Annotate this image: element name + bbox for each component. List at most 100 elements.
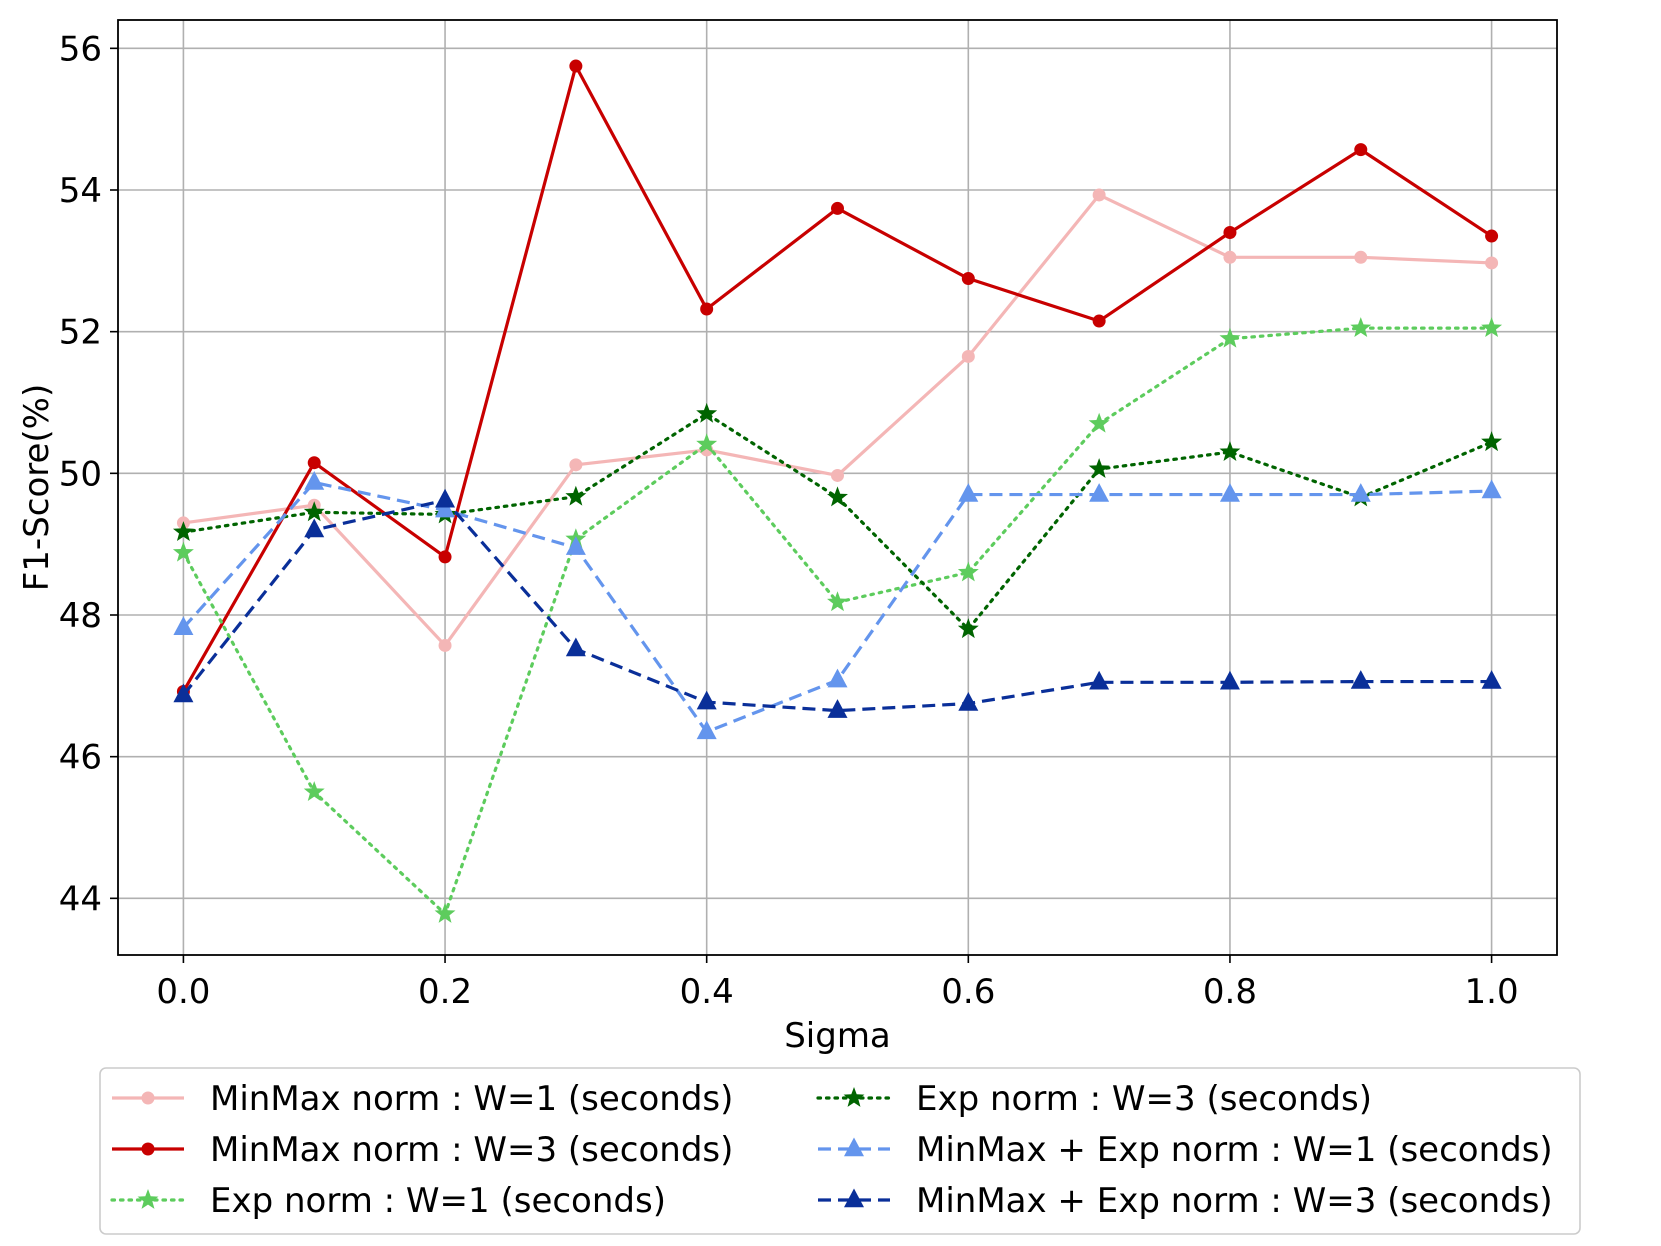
data-point [304,518,325,538]
series-line [182,480,1492,734]
legend-label: MinMax + Exp norm : W=3 (seconds) [916,1181,1553,1221]
data-point [172,521,194,542]
y-tick-label: 48 [59,596,102,636]
y-tick-label: 54 [59,171,102,211]
data-point [565,637,586,657]
legend-marker [844,1137,864,1157]
data-point [434,902,456,923]
legend-entry: Exp norm : W=3 (seconds) [816,1079,1372,1119]
data-point [696,433,718,454]
series-3 [172,317,1503,923]
data-point [1481,479,1502,499]
data-point [565,536,586,555]
series-1 [176,188,1499,652]
data-point [565,485,587,506]
data-point [438,550,452,564]
data-point [303,781,325,801]
legend-entry: MinMax norm : W=3 (seconds) [112,1130,733,1170]
legend-box [99,1067,1581,1235]
legend-entry: MinMax norm : W=1 (seconds) [112,1079,733,1119]
data-point [1354,250,1368,264]
legend-marker [137,1189,159,1209]
data-point [961,272,975,286]
legend-label: Exp norm : W=1 (seconds) [210,1181,666,1221]
data-point [304,471,325,490]
data-point [1485,256,1499,270]
data-point [1481,670,1502,689]
data-point [172,541,194,562]
legend-entry: MinMax + Exp norm : W=1 (seconds) [818,1130,1553,1170]
data-point [1481,431,1503,452]
series-5 [173,471,1502,740]
data-point [827,591,848,612]
x-tick-label: 1.0 [1465,972,1519,1012]
legend-label: MinMax + Exp norm : W=1 (seconds) [916,1130,1553,1170]
y-tick-label: 44 [59,879,102,919]
x-axis-title: Sigma [784,1016,891,1056]
data-point [303,501,325,522]
data-point [958,692,979,711]
legend-entry: Exp norm : W=1 (seconds) [110,1181,666,1221]
series-6 [173,488,1502,718]
data-point [961,349,975,363]
series-line [181,326,1494,916]
series-4 [172,402,1503,639]
data-point [1219,327,1241,348]
data-point [1219,670,1240,690]
data-point [1350,670,1371,689]
data-point [1481,317,1503,338]
legend-label: MinMax norm : W=3 (seconds) [210,1130,733,1170]
data-point [1089,483,1110,502]
data-point [827,668,848,688]
data-point [957,618,979,639]
data-point [696,720,717,740]
legend-marker [843,1087,865,1107]
data-point [958,483,979,502]
data-point [1092,188,1106,202]
data-point [1092,314,1106,328]
plot-area-frame [117,19,1558,956]
data-point [1088,412,1110,433]
data-point [831,201,844,215]
series-line [183,193,1492,648]
legend-label: MinMax norm : W=1 (seconds) [210,1079,733,1119]
legend: MinMax norm : W=1 (seconds) MinMax norm :… [99,1067,1581,1235]
data-point [827,699,848,718]
data-point [1350,317,1372,338]
data-point [569,458,583,472]
axis-ticks: 0.0 0.2 0.4 0.6 0.8 1.0 44 46 48 50 52 54 56 [59,29,1519,1012]
y-axis-title: F1-Score(%) [17,384,57,592]
y-tick-label: 56 [59,29,102,69]
data-point [569,59,583,73]
legend-marker [141,1142,155,1156]
y-tick-label: 46 [59,738,102,778]
data-point [1089,670,1110,690]
x-tick-label: 0.0 [156,972,210,1012]
data-point [435,498,456,518]
series-2 [176,59,1499,698]
data-point [1223,226,1237,239]
data-point [307,456,321,470]
y-tick-label: 52 [59,313,102,353]
data-point [827,486,848,507]
data-point [1219,483,1240,502]
data-point [1088,458,1110,478]
data-point [700,302,714,316]
legend-marker [141,1091,155,1105]
data-point [1350,483,1371,502]
legend-marker [844,1188,864,1208]
x-tick-label: 0.4 [680,972,734,1012]
x-tick-label: 0.6 [941,972,995,1012]
data-point [173,683,194,703]
legend-label: Exp norm : W=3 (seconds) [916,1079,1372,1119]
legend-entry: MinMax + Exp norm : W=3 (seconds) [818,1181,1553,1221]
x-tick-label: 0.2 [418,972,472,1012]
y-tick-label: 50 [59,454,102,494]
data-point [831,468,844,482]
data-point [957,561,979,582]
x-tick-label: 0.8 [1203,972,1257,1012]
data-point [1354,143,1368,157]
series-group [172,59,1503,923]
data-point [435,488,456,508]
